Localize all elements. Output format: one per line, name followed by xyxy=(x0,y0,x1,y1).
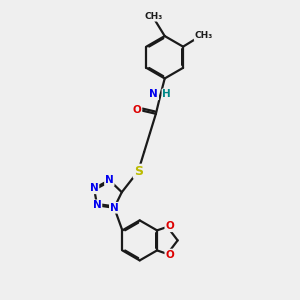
Text: N: N xyxy=(110,203,118,213)
Text: O: O xyxy=(165,250,174,260)
Text: CH₃: CH₃ xyxy=(145,12,163,21)
Text: H: H xyxy=(162,89,171,99)
Text: S: S xyxy=(134,165,143,178)
Text: N: N xyxy=(93,200,101,210)
Text: N: N xyxy=(90,183,98,193)
Text: N: N xyxy=(149,89,158,99)
Text: O: O xyxy=(165,221,174,231)
Text: O: O xyxy=(133,105,141,115)
Text: N: N xyxy=(105,175,114,185)
Text: CH₃: CH₃ xyxy=(195,31,213,40)
